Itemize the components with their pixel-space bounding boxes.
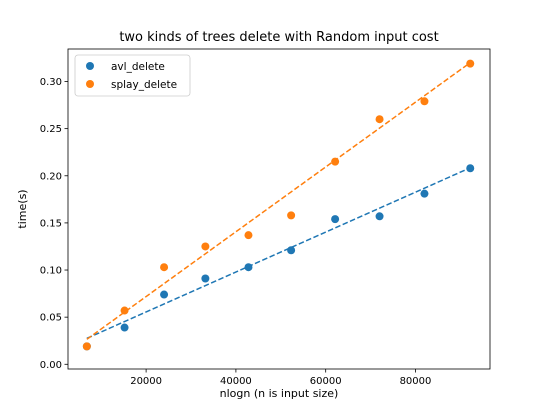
point-avl-delete xyxy=(287,246,296,255)
legend-box xyxy=(74,54,191,97)
legend-marker-splay-delete xyxy=(86,80,94,88)
y-tick-label: 0.25 xyxy=(40,124,62,135)
point-avl-delete xyxy=(160,290,169,299)
point-avl-delete xyxy=(420,189,429,198)
point-avl-delete xyxy=(244,263,253,272)
point-avl-delete xyxy=(375,212,384,221)
chart-title: two kinds of trees delete with Random in… xyxy=(119,30,438,45)
x-tick-label: 60000 xyxy=(310,376,342,387)
plot-frame xyxy=(67,48,491,370)
y-axis-label: time(s) xyxy=(16,189,29,228)
legend: avl_delete splay_delete xyxy=(74,54,191,97)
point-avl-delete xyxy=(466,164,475,173)
x-tick-label: 80000 xyxy=(400,376,432,387)
trendline-avl-delete xyxy=(86,167,471,340)
point-avl-delete xyxy=(331,215,340,224)
point-avl-delete xyxy=(120,323,129,332)
legend-marker-avl-delete xyxy=(86,62,94,70)
point-splay-delete xyxy=(331,157,340,166)
legend-label-splay-delete: splay_delete xyxy=(111,79,177,91)
trendline-splay-delete xyxy=(86,62,471,340)
x-tick-label: 40000 xyxy=(220,376,252,387)
y-tick-label: 0.10 xyxy=(40,266,62,277)
y-tick-label: 0.30 xyxy=(40,77,62,88)
point-splay-delete xyxy=(120,306,129,315)
point-splay-delete xyxy=(466,59,475,68)
point-splay-delete xyxy=(420,97,429,106)
y-tick-label: 0.05 xyxy=(40,313,62,324)
plot-layer xyxy=(82,59,475,351)
point-splay-delete xyxy=(82,342,91,351)
point-splay-delete xyxy=(287,211,296,220)
y-tick-label: 0.00 xyxy=(40,360,62,371)
x-axis: 20000 40000 60000 80000 xyxy=(130,369,431,387)
y-tick-label: 0.20 xyxy=(40,171,62,182)
point-splay-delete xyxy=(201,242,210,251)
legend-label-avl-delete: avl_delete xyxy=(111,61,165,73)
y-tick-label: 0.15 xyxy=(40,218,62,229)
x-axis-label: nlogn (n is input size) xyxy=(220,387,339,400)
point-splay-delete xyxy=(375,115,384,124)
y-axis: 0.00 0.05 0.10 0.15 0.20 0.25 0.30 xyxy=(40,77,68,371)
point-splay-delete xyxy=(160,263,169,272)
x-tick-label: 20000 xyxy=(130,376,162,387)
point-avl-delete xyxy=(201,274,210,283)
point-splay-delete xyxy=(244,231,253,240)
